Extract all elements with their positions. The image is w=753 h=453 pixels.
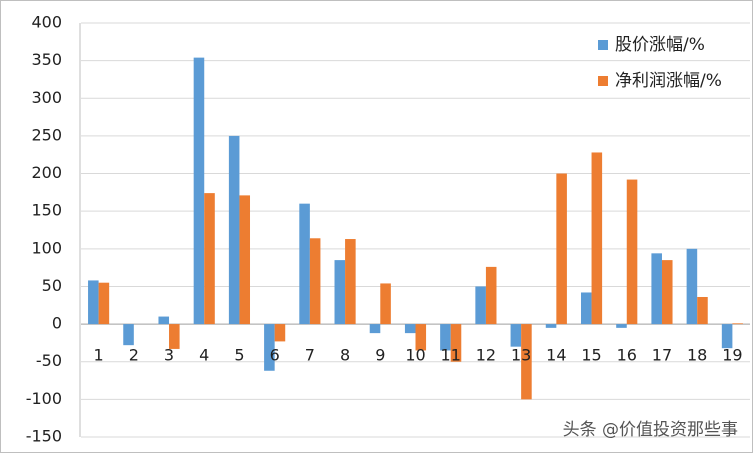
x-tick-label: 3: [164, 346, 174, 365]
bar: [204, 193, 215, 325]
y-tick-label: 100: [31, 238, 62, 257]
x-tick-label: 11: [441, 346, 461, 365]
y-tick-label: 0: [52, 314, 62, 333]
bar: [450, 324, 462, 362]
x-tick-label: 5: [234, 346, 244, 365]
x-tick-label: 8: [340, 346, 350, 365]
bar: [556, 173, 567, 325]
bar: [334, 260, 346, 325]
bar: [626, 179, 638, 325]
x-tick-label: 4: [199, 346, 209, 365]
bar: [415, 324, 427, 351]
y-tick-label: 400: [31, 13, 62, 32]
bar: [485, 266, 497, 325]
bar: [475, 286, 486, 325]
y-tick-label: 300: [31, 88, 62, 107]
bar: [721, 324, 733, 349]
bar: [521, 324, 532, 400]
legend-label: 股价涨幅/%: [615, 35, 705, 55]
legend-swatch: [598, 76, 608, 86]
y-tick-label: 150: [31, 201, 62, 220]
bar: [345, 239, 356, 325]
bar: [264, 324, 275, 371]
x-tick-label: 19: [722, 346, 742, 365]
x-tick-label: 18: [687, 346, 707, 365]
x-tick-label: 17: [652, 346, 672, 365]
bar: [580, 292, 592, 325]
bar: [732, 323, 743, 325]
x-tick-label: 15: [581, 346, 601, 365]
x-tick-label: 12: [476, 346, 496, 365]
x-tick-label: 13: [511, 346, 531, 365]
x-tick-label: 10: [405, 346, 425, 365]
bar: [440, 324, 451, 351]
x-tick-label: 1: [94, 346, 104, 365]
y-tick-label: 250: [31, 125, 62, 144]
bar: [686, 248, 698, 325]
bar: [651, 253, 662, 325]
watermark: 头条 @价值投资那些事: [563, 420, 738, 440]
bar: [299, 203, 310, 325]
bar: [169, 324, 180, 349]
bar: [591, 152, 603, 325]
x-tick-label: 14: [546, 346, 566, 365]
bar: [545, 324, 557, 328]
bar: [661, 260, 673, 325]
legend-label: 净利润涨幅/%: [615, 71, 722, 91]
bar: [380, 283, 391, 325]
x-tick-label: 2: [129, 346, 139, 365]
bar: [158, 316, 170, 325]
bar: [123, 324, 134, 346]
bar: [309, 238, 321, 325]
bar: [239, 195, 251, 325]
x-tick-label: 16: [617, 346, 637, 365]
y-tick-label: 50: [42, 276, 62, 295]
x-tick-label: 6: [270, 346, 280, 365]
bar: [697, 296, 708, 325]
bar: [616, 324, 627, 328]
x-tick-label: 7: [305, 346, 315, 365]
bar: [98, 282, 110, 325]
y-tick-label: 200: [31, 163, 62, 182]
bar: [510, 324, 522, 347]
legend-swatch: [598, 40, 608, 50]
x-tick-label: 9: [375, 346, 385, 365]
y-tick-label: -150: [26, 427, 62, 446]
bar: [88, 280, 99, 325]
bar: [193, 57, 205, 325]
bar: [274, 324, 286, 342]
y-tick-label: -50: [36, 351, 62, 370]
bar: [404, 324, 416, 334]
y-tick-label: 350: [31, 50, 62, 69]
bar: [228, 135, 240, 325]
y-tick-label: -100: [26, 389, 62, 408]
bar: [369, 324, 381, 334]
